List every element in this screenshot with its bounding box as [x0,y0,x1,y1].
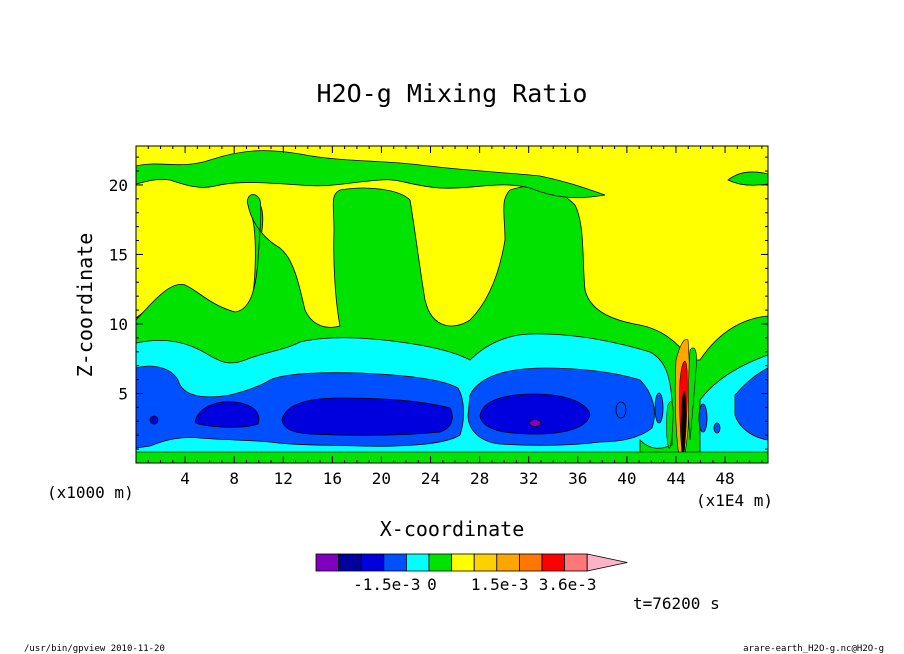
colorbar-tick-label: -1.5e-3 [353,575,420,594]
y-tick-label: 20 [109,176,128,195]
x-axis: 4 8 12 16 20 24 28 32 36 40 44 48 [147,146,763,488]
colorbar-tick-label: 0 [427,575,437,594]
plot-frame [135,145,769,464]
x-tick-label: 40 [617,469,636,488]
x-tick-label: 20 [372,469,391,488]
plot-field [136,146,768,463]
turbulent-column [666,339,697,463]
colorbar-swatch [519,553,543,572]
colorbar [315,553,628,572]
x-tick-label: 16 [323,469,342,488]
x-tick-label: 24 [421,469,440,488]
chart-title: H2O-g Mixing Ratio [317,79,588,108]
x-unit-left: (x1000 m) [47,483,134,502]
colorbar-swatch [360,553,385,572]
colorbar-swatch [473,553,498,572]
x-tick-label: 4 [180,469,190,488]
colorbar-swatch [383,553,407,572]
y-axis-label: Z-coordinate [73,233,97,378]
colorbar-tick-label: 3.6e-3 [539,575,597,594]
colorbar-swatch [405,553,430,572]
y-tick-label: 10 [109,315,128,334]
y-tick-label: 15 [109,245,128,264]
colorbar-swatch [315,553,340,572]
colorbar-swatch [428,553,453,572]
colorbar-swatch [564,553,588,572]
x-tick-label: 32 [519,469,538,488]
x-tick-label: 44 [666,469,685,488]
x-axis-label: X-coordinate [380,517,525,541]
colorbar-tick-label: 1.5e-3 [471,575,529,594]
colorbar-tick-labels: -1.5e-3 0 1.5e-3 3.6e-3 [353,575,596,594]
colorbar-swatch [496,553,520,572]
footer-left: /usr/bin/gpview 2010-11-20 [24,644,165,654]
y-axis: 5 10 15 20 [109,156,768,450]
footer-right: arare-earth_H2O-g.nc@H2O-g [743,644,884,654]
x-tick-label: 48 [715,469,734,488]
x-tick-label: 28 [470,469,489,488]
colorbar-swatch [541,553,566,572]
x-unit-right: (x1E4 m) [696,491,773,510]
surface-layer [136,451,768,463]
dark-blue-region [149,393,591,436]
x-tick-label: 12 [274,469,293,488]
purple-region [528,419,542,427]
colorbar-arrow [586,553,628,572]
x-tick-label: 36 [568,469,587,488]
colorbar-swatch [451,553,475,572]
time-label: t=76200 s [633,594,720,613]
colorbar-swatch [338,553,362,572]
x-tick-label: 8 [229,469,239,488]
y-tick-label: 5 [118,384,128,403]
